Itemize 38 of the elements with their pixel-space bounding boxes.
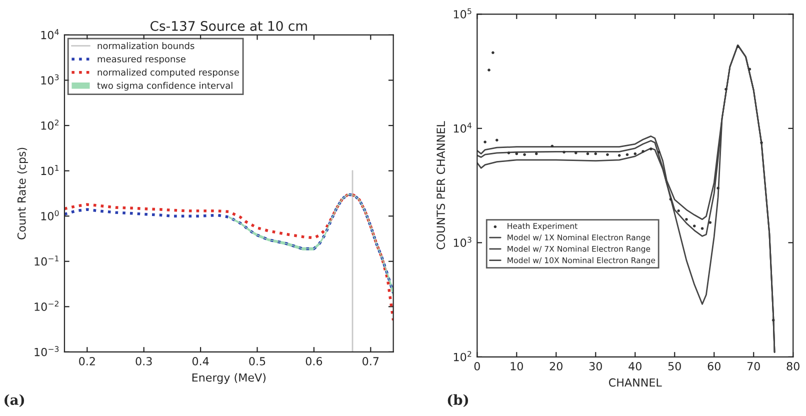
x-tick-label: 0.2 [79,356,95,366]
x-axis-title: CHANNEL [608,378,662,387]
x-tick-label: 80 [786,362,800,370]
y-tick-label: 10$^{5}$ [454,8,472,18]
y-tick-label: 10$^{4}$ [454,122,472,133]
text: (a) [4,394,24,407]
x-tick-label: 70 [747,362,760,370]
y-tick-label: 10$^{3}$ [454,236,472,247]
legend-label: two sigma confidence interval [97,82,232,91]
y-tick-label: 10$^{0}$ [41,210,59,220]
y-tick-label: 10$^{−1}$ [34,256,58,266]
y-tick-label: 10$^{2}$ [41,120,58,130]
x-tick-label: 60 [708,362,720,370]
x-tick-label: 0.6 [306,356,322,366]
y-tick-label: 10$^{4}$ [41,29,59,40]
legend-label: normalized computed response [98,68,239,78]
y-tick-label: 10$^{1}$ [41,165,59,176]
x-tick-label: 0.4 [192,356,209,366]
x-tick-label: 50 [668,362,681,370]
x-tick-label: 0.3 [136,356,152,366]
y-tick-label: 10$^{−2}$ [34,300,58,311]
y-axis-title: COUNTS PER CHANNEL [436,121,446,250]
y-axis-title: Count Rate (cps) [17,148,28,240]
chart-title: Cs-137 Source at 10 cm [150,20,307,31]
x-tick-label: 20 [550,362,562,370]
x-axis-title: Energy (MeV) [192,373,266,384]
x-tick-label: 30 [589,362,602,370]
x-tick-label: 0.7 [362,356,379,366]
y-tick-label: 10$^{3}$ [41,74,59,85]
legend-label: normalization bounds [98,42,194,50]
x-tick-label: 40 [628,362,642,370]
x-tick-label: 0 [474,362,480,370]
y-tick-label: 10$^{−3}$ [34,346,59,356]
x-tick-label: 10 [510,362,523,370]
x-tick-label: 0.5 [249,356,266,366]
y-tick-label: 10$^{2}$ [454,351,472,362]
text: (b) [448,394,468,407]
legend-label: measured response [98,55,186,64]
